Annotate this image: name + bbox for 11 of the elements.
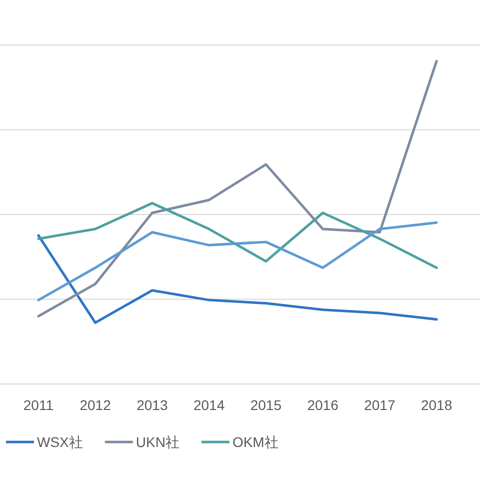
legend-label: UKN社 [136,434,180,450]
x-tick-label: 2017 [364,397,396,413]
x-tick-label: 2012 [80,397,112,413]
x-tick-label: 2018 [420,397,452,413]
x-tick-label: 2013 [136,397,168,413]
x-tick-label: 2016 [307,397,339,413]
x-tick-label: 2011 [23,397,54,413]
x-tick-label: 2015 [250,397,282,413]
legend-label: WSX社 [37,434,83,450]
x-tick-label: 2014 [193,397,225,413]
legend-label: OKM社 [232,434,278,450]
